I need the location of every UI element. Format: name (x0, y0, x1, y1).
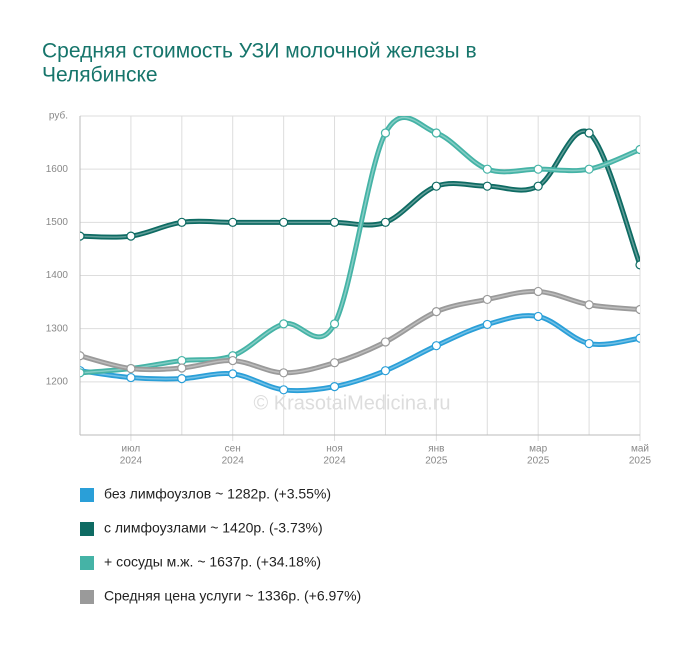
y-tick-label: 1200 (46, 376, 69, 387)
legend-swatch (80, 488, 94, 502)
point (533, 286, 543, 297)
series-line (80, 116, 640, 376)
point (279, 368, 289, 378)
point (329, 319, 340, 329)
point (279, 319, 289, 329)
point (228, 217, 238, 227)
point (80, 368, 85, 378)
point (584, 338, 594, 349)
x-tick-label: сен (225, 444, 241, 455)
series-line (80, 288, 640, 376)
point (482, 164, 492, 174)
x-tick-label: май (631, 444, 649, 455)
point (329, 217, 340, 227)
point (329, 358, 340, 368)
point (80, 231, 85, 241)
x-tick-label: янв (428, 444, 444, 455)
legend-swatch (80, 556, 94, 570)
point (635, 304, 640, 315)
y-tick-label: руб. (49, 110, 68, 122)
point (126, 372, 136, 383)
x-tick-label: 2024 (323, 456, 346, 467)
x-tick-label: 2024 (222, 456, 245, 467)
point (431, 341, 441, 351)
watermark: © KrasotaiMedicina.ru (253, 392, 450, 414)
x-tick-label: мар (529, 444, 547, 455)
point (431, 307, 441, 317)
legend-label: + сосуды м.ж. ~ 1637р. (+34.18%) (104, 554, 321, 570)
point (533, 164, 543, 174)
point (482, 294, 492, 305)
y-tick-label: 1300 (46, 323, 69, 334)
series-line (80, 128, 640, 266)
legend-label: Средняя цена услуги ~ 1336р. (+6.97%) (104, 588, 361, 604)
point (228, 355, 238, 366)
x-tick-label: 2025 (425, 456, 448, 467)
point (380, 366, 391, 376)
chart-title: Челябинске (42, 64, 158, 87)
y-tick-label: 1400 (46, 270, 69, 281)
point (584, 164, 594, 174)
point (533, 181, 543, 191)
x-tick-label: 2025 (527, 456, 550, 467)
point (482, 319, 492, 330)
x-tick-label: 2025 (629, 456, 652, 467)
point (380, 128, 391, 138)
series-line-highlight (80, 290, 640, 374)
point (635, 260, 640, 270)
x-tick-label: июл (122, 444, 141, 455)
point (380, 337, 391, 347)
point (177, 363, 187, 373)
point (533, 311, 543, 322)
y-tick-label: 1600 (46, 164, 69, 175)
point (431, 181, 441, 191)
y-tick-label: 1500 (46, 217, 69, 228)
series-line-highlight (80, 116, 640, 374)
point (329, 382, 340, 392)
series-line-highlight (80, 130, 640, 266)
point (482, 181, 492, 191)
point (228, 369, 238, 379)
point (584, 128, 594, 138)
legend-label: без лимфоузлов ~ 1282р. (+3.55%) (104, 486, 331, 502)
point (126, 363, 136, 374)
point (279, 385, 289, 395)
x-tick-label: 2024 (120, 456, 143, 467)
point (177, 355, 187, 366)
legend-swatch (80, 522, 94, 536)
chart-title: Средняя стоимость УЗИ молочной железы в (42, 40, 477, 63)
point (380, 217, 391, 227)
point (177, 217, 187, 227)
point (279, 217, 289, 227)
point (177, 374, 187, 384)
point (635, 333, 640, 343)
legend-swatch (80, 590, 94, 604)
point (126, 231, 136, 241)
legend-label: с лимфоузлами ~ 1420р. (-3.73%) (104, 520, 323, 536)
point (80, 351, 85, 361)
point (431, 128, 441, 138)
x-tick-label: ноя (326, 444, 343, 455)
point (584, 300, 594, 310)
point (635, 144, 640, 155)
plot-area (80, 116, 640, 395)
